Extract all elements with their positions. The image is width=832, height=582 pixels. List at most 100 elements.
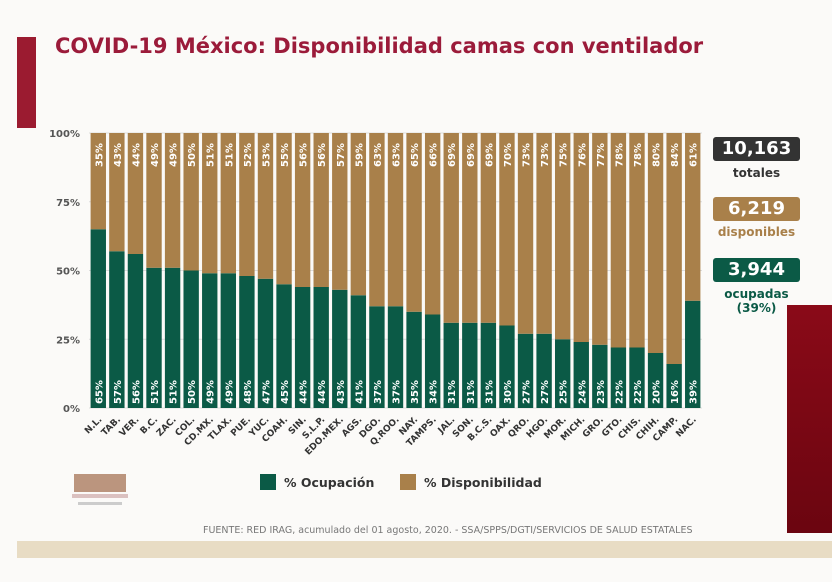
bar-ocupacion [90, 229, 106, 408]
bar-disponibilidad [462, 133, 478, 323]
bar-ocupacion [406, 311, 422, 408]
data-label-disponibilidad: 50% [187, 143, 198, 167]
data-label-disponibilidad: 49% [169, 143, 180, 167]
bar-disponibilidad [685, 133, 701, 301]
data-label-ocupacion: 65% [94, 380, 105, 404]
bar-disponibilidad [239, 133, 255, 276]
bar-ocupacion [462, 322, 478, 408]
bar-disponibilidad [332, 133, 348, 290]
data-label-ocupacion: 22% [614, 380, 625, 404]
bar-ocupacion [499, 325, 515, 408]
bar-ocupacion [220, 273, 237, 408]
data-label-disponibilidad: 55% [280, 143, 291, 167]
bar-ocupacion [202, 273, 218, 408]
data-label-disponibilidad: 57% [336, 143, 347, 167]
data-label-ocupacion: 20% [652, 380, 663, 404]
data-label-disponibilidad: 78% [633, 143, 644, 167]
data-label-ocupacion: 56% [131, 380, 142, 404]
data-label-ocupacion: 16% [670, 380, 681, 404]
data-label-ocupacion: 57% [113, 380, 124, 404]
data-label-ocupacion: 43% [336, 380, 347, 404]
bar-disponibilidad [480, 133, 497, 323]
bar-ocupacion [666, 364, 682, 408]
bar-ocupacion [610, 347, 627, 408]
data-label-disponibilidad: 75% [559, 143, 570, 167]
y-tick-label: 100% [49, 129, 80, 140]
bar-disponibilidad [629, 133, 645, 348]
legend-item-ocupacion: % Ocupación [260, 474, 374, 490]
data-label-ocupacion: 45% [280, 380, 291, 404]
data-label-disponibilidad: 61% [689, 143, 700, 167]
legend-item-disponibilidad: % Disponibilidad [400, 474, 542, 490]
data-label-ocupacion: 49% [224, 380, 235, 404]
data-label-disponibilidad: 76% [577, 143, 588, 167]
legend-swatch [260, 474, 276, 490]
bar-ocupacion [164, 267, 181, 408]
bar-disponibilidad [183, 133, 199, 271]
bar-ocupacion [647, 353, 664, 408]
decorative-footer-band [17, 541, 832, 558]
bar-ocupacion [350, 295, 367, 408]
bar-ocupacion [369, 306, 385, 408]
bar-disponibilidad [350, 133, 367, 296]
occupied-pct: (39%) [736, 301, 777, 315]
data-label-ocupacion: 31% [447, 380, 458, 404]
decorative-red-block [787, 305, 832, 533]
legend-swatch [400, 474, 416, 490]
y-tick-label: 25% [56, 335, 80, 346]
data-label-disponibilidad: 56% [317, 143, 328, 167]
data-label-ocupacion: 47% [261, 380, 272, 404]
data-label-disponibilidad: 51% [224, 143, 235, 167]
data-label-ocupacion: 27% [522, 380, 533, 404]
data-label-ocupacion: 25% [559, 380, 570, 404]
data-label-ocupacion: 24% [577, 380, 588, 404]
x-tick-label: PUE. [229, 415, 253, 439]
bar-ocupacion [424, 314, 441, 408]
data-label-ocupacion: 49% [206, 380, 217, 404]
bar-disponibilidad [369, 133, 385, 307]
data-label-disponibilidad: 35% [94, 143, 105, 167]
bar-disponibilidad [387, 133, 404, 307]
data-label-disponibilidad: 78% [614, 143, 625, 167]
bar-disponibilidad [554, 133, 571, 340]
data-label-ocupacion: 31% [484, 380, 495, 404]
data-label-ocupacion: 37% [392, 380, 403, 404]
bar-disponibilidad [406, 133, 422, 312]
bar-ocupacion [573, 342, 589, 408]
bar-ocupacion [257, 278, 274, 408]
bar-ocupacion [443, 322, 459, 408]
data-label-ocupacion: 50% [187, 380, 198, 404]
bar-disponibilidad [146, 133, 162, 268]
bar-disponibilidad [499, 133, 515, 326]
data-label-ocupacion: 51% [150, 380, 161, 404]
bar-disponibilidad [536, 133, 552, 334]
y-tick-label: 50% [56, 267, 80, 278]
data-label-disponibilidad: 66% [429, 143, 440, 167]
data-label-ocupacion: 31% [466, 380, 477, 404]
bar-disponibilidad [257, 133, 274, 279]
data-label-disponibilidad: 80% [652, 143, 663, 167]
bar-ocupacion [480, 322, 497, 408]
data-label-ocupacion: 48% [243, 380, 254, 404]
chart-title: COVID-19 México: Disponibilidad camas co… [55, 34, 704, 58]
bar-disponibilidad [313, 133, 329, 287]
data-label-ocupacion: 44% [317, 380, 328, 404]
data-label-ocupacion: 22% [633, 380, 644, 404]
data-label-disponibilidad: 49% [150, 143, 161, 167]
data-label-disponibilidad: 51% [206, 143, 217, 167]
bar-ocupacion [276, 284, 292, 408]
bar-disponibilidad [443, 133, 459, 323]
bar-ocupacion [313, 287, 329, 408]
data-label-disponibilidad: 70% [503, 143, 514, 167]
bar-ocupacion [387, 306, 404, 408]
data-label-disponibilidad: 73% [540, 143, 551, 167]
bar-ocupacion [332, 289, 348, 408]
y-tick-label: 0% [63, 404, 80, 415]
data-label-disponibilidad: 63% [392, 143, 403, 167]
decorative-red-tab [17, 37, 36, 128]
bar-ocupacion [109, 251, 125, 408]
bar-disponibilidad [424, 133, 441, 315]
source-note: FUENTE: RED IRAG, acumulado del 01 agost… [203, 525, 693, 536]
available-label: disponibles [717, 225, 796, 239]
